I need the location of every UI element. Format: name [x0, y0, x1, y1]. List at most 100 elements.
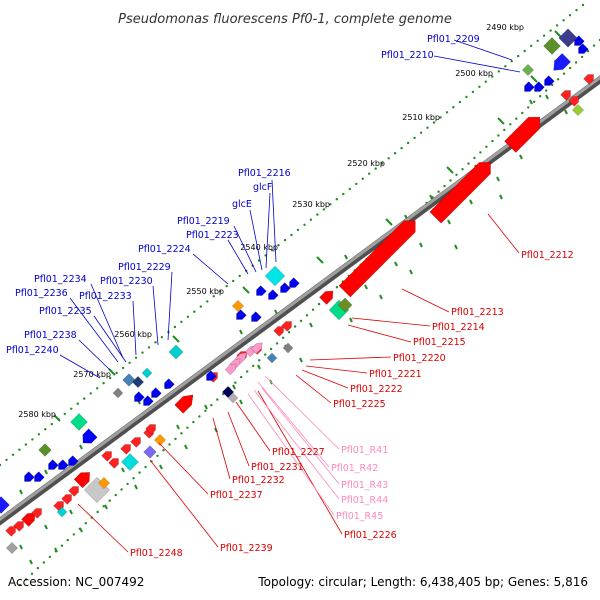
kbp-tick-mark [385, 218, 393, 226]
trna-arrow [224, 363, 237, 376]
gene-arrow [145, 424, 156, 435]
leader-line [227, 239, 249, 275]
dotted-track [277, 244, 280, 247]
leader-line [487, 213, 520, 254]
dotted-track [134, 356, 138, 359]
gene-arrow [143, 395, 154, 406]
track-tick [79, 527, 83, 533]
leader-line [261, 387, 340, 485]
leader-line [77, 503, 129, 553]
dotted-track [225, 284, 228, 288]
dotted-track [156, 454, 159, 457]
gene-box [571, 103, 585, 117]
track-tick [454, 244, 458, 250]
leader-line [78, 339, 111, 371]
dotted-track [568, 66, 572, 70]
dotted-track [232, 279, 235, 283]
kbp-tick-mark [53, 414, 61, 422]
leader-line [167, 271, 173, 341]
dotted-track [504, 65, 507, 68]
dotted-track [387, 157, 390, 160]
dotted-track [539, 95, 542, 98]
gene-box [264, 265, 286, 287]
dotted-track [497, 70, 500, 73]
dotted-track [180, 432, 183, 435]
gene-arrow [164, 378, 175, 389]
dotted-track [174, 437, 177, 441]
dotted-track [439, 116, 442, 119]
dotted-track [270, 249, 274, 252]
track-tick [349, 317, 353, 323]
gene-label-blue: Pfl01_2234 [34, 274, 87, 285]
gene-arrow [143, 395, 154, 406]
leader-line [265, 192, 271, 269]
track-tick [69, 509, 73, 515]
leader-line [295, 374, 332, 404]
dotted-track [206, 300, 209, 303]
gene-box [221, 385, 235, 399]
track-tick [379, 294, 383, 300]
dotted-track [287, 331, 291, 334]
leader-line [249, 209, 263, 271]
dotted-track [216, 398, 219, 401]
gene-box [112, 387, 124, 399]
gene-arrow [21, 512, 36, 527]
kbp-tick-mark [446, 166, 454, 174]
dotted-track [296, 228, 300, 232]
trna-label: Pfl01_R44 [341, 495, 388, 506]
gene-arrow [236, 309, 247, 320]
track-tick [564, 109, 568, 115]
leader-line [233, 225, 257, 273]
gene-label-blue: glcF [253, 182, 272, 193]
gene-label-red: Pfl01_2231 [251, 462, 304, 473]
leader-line [257, 390, 343, 535]
dotted-track [305, 314, 309, 317]
leader-line [152, 285, 159, 346]
dotted-track [108, 499, 111, 502]
leader-line [235, 401, 271, 452]
dotted-track [186, 426, 189, 429]
dotted-track [48, 555, 52, 559]
gene-arrow [578, 43, 589, 54]
dotted-track [316, 213, 319, 216]
gene-label-red: Pfl01_2213 [451, 307, 504, 318]
gene-arrow [268, 289, 279, 300]
gene-box [38, 443, 52, 457]
kbp-tick-label: 2530 kbp [292, 200, 330, 209]
dotted-track [269, 347, 273, 351]
track-tick [419, 242, 423, 248]
gene-arrow [73, 472, 90, 489]
gene-arrow [31, 508, 42, 519]
gene-arrow [48, 459, 59, 470]
gene-box [143, 445, 157, 459]
dotted-track [199, 305, 202, 308]
gene-box [168, 344, 184, 360]
track-tick [364, 284, 368, 290]
backbone-line [0, 75, 600, 522]
dotted-track [147, 346, 151, 349]
gene-arrow [534, 81, 545, 92]
gene-arrow [268, 289, 279, 300]
dotted-track [458, 100, 462, 104]
dotted-track [533, 100, 536, 104]
dotted-track [96, 510, 99, 514]
dotted-track [510, 60, 513, 63]
dotted-track [60, 544, 64, 547]
gene-arrow [130, 437, 141, 448]
gene-arrow [534, 81, 545, 92]
gene-arrow [48, 459, 59, 470]
dotted-track [198, 415, 201, 418]
gene-arrow [5, 526, 16, 537]
track-tick [409, 269, 413, 275]
leader-line [351, 317, 431, 327]
gene-label-blue: Pfl01_2209 [427, 34, 480, 45]
dotted-track [114, 493, 117, 497]
track-tick [545, 94, 549, 100]
dotted-track [551, 83, 554, 87]
backbone-shadow [0, 75, 600, 526]
dotted-track [545, 89, 548, 92]
gene-arrow [31, 508, 42, 519]
gene-box [121, 453, 139, 471]
dotted-track [193, 310, 196, 313]
gene-box [131, 375, 145, 389]
